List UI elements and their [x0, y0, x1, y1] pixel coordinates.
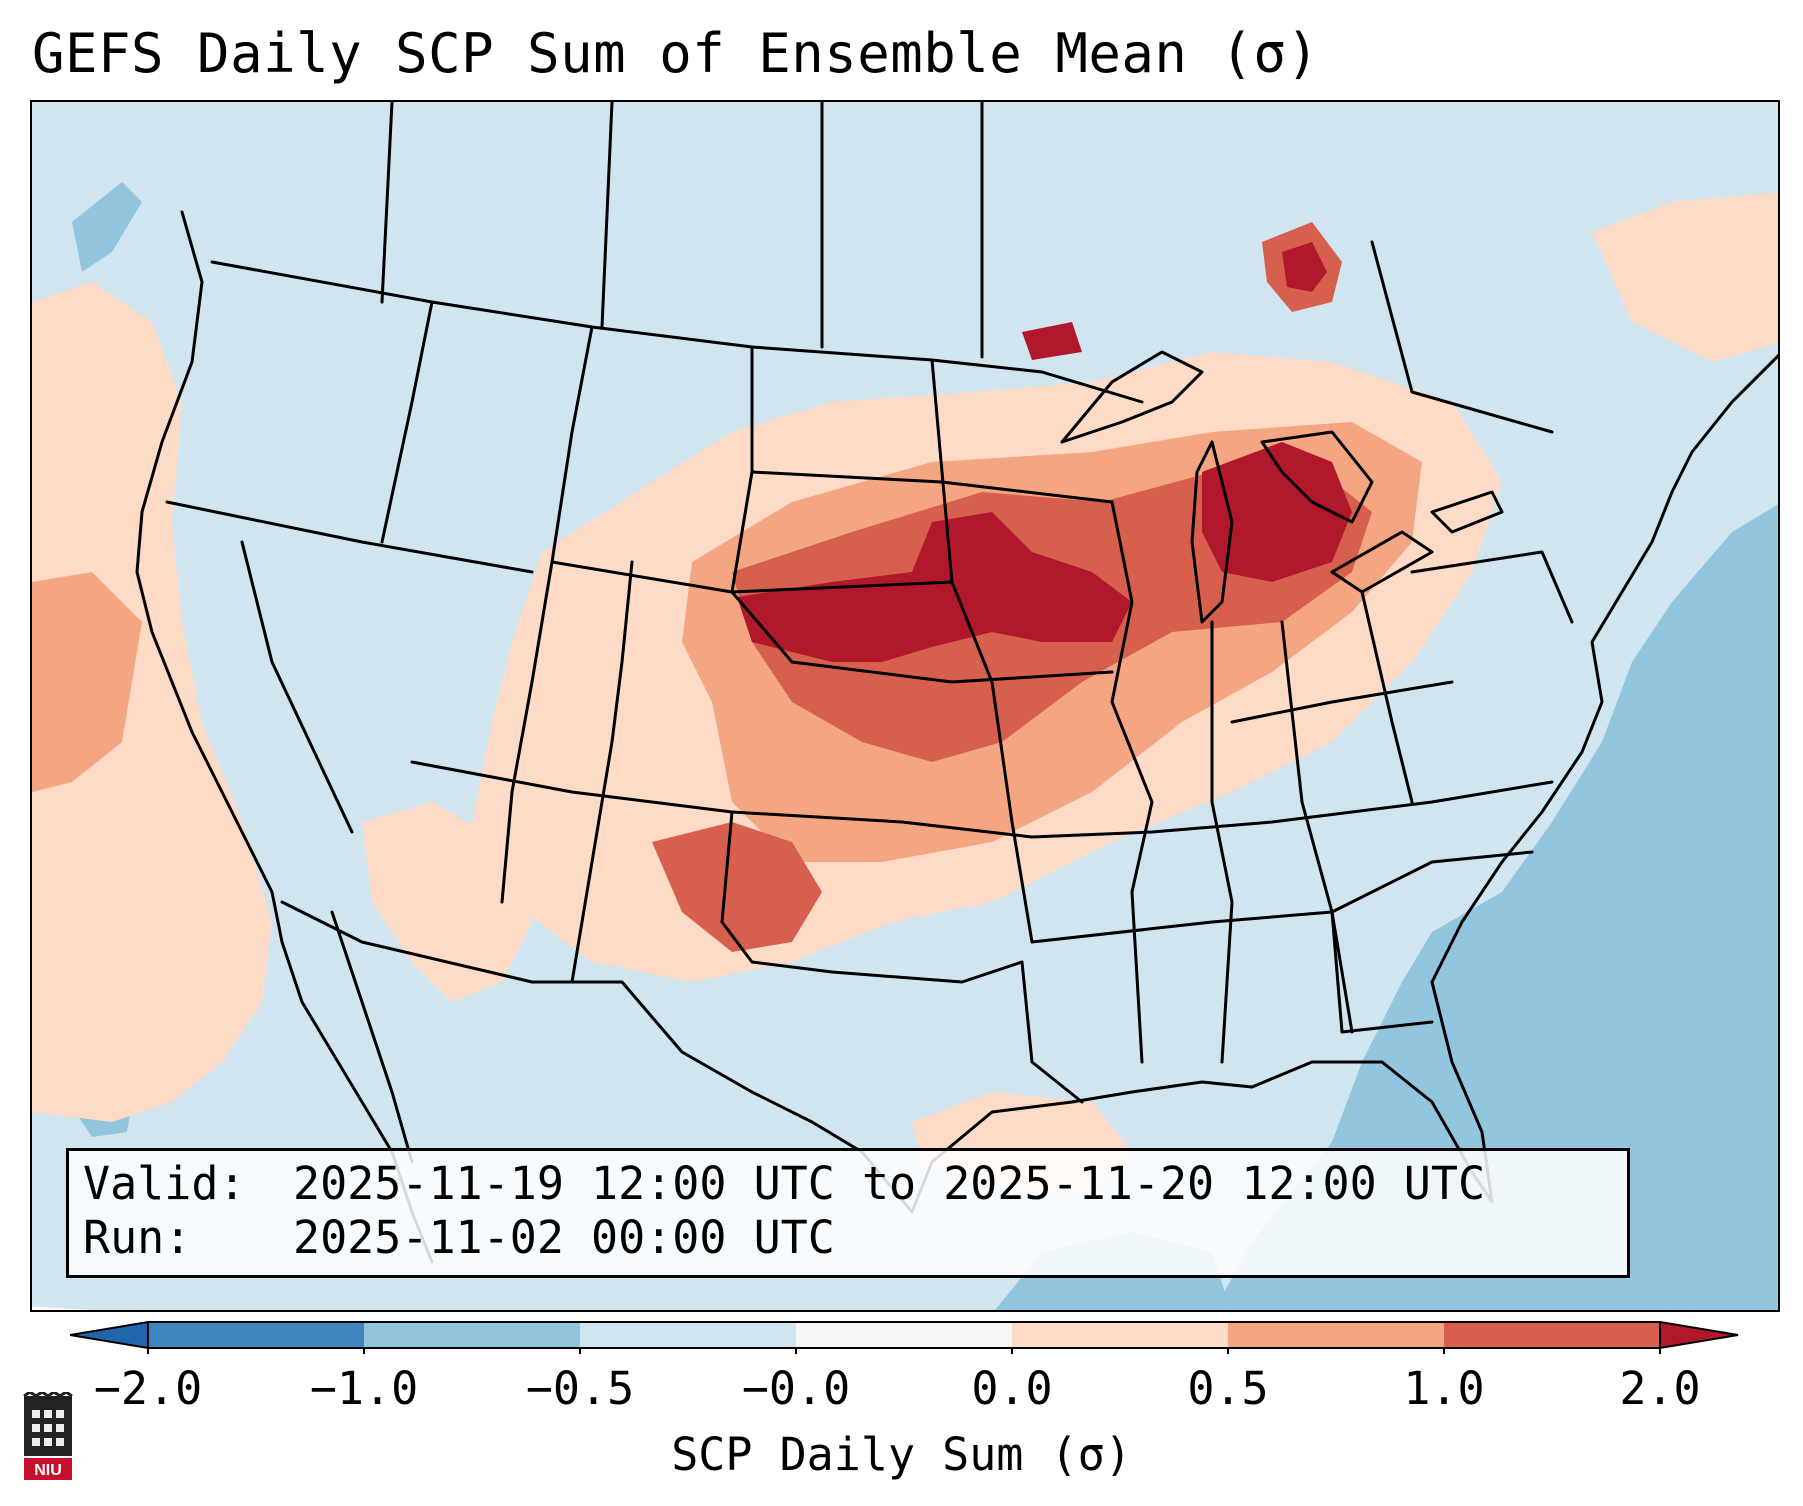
logo-banner — [24, 1458, 72, 1480]
northeast-canada-positive-patch — [1592, 192, 1778, 362]
colorbar-under-extension — [70, 1320, 149, 1350]
colorbar-tick-label: 0.0 — [971, 1362, 1053, 1415]
ontario-extreme-patch — [1282, 242, 1327, 292]
colorbar-tick-label: 2.0 — [1619, 1362, 1701, 1415]
canada-negative-patch — [72, 182, 142, 272]
great-lakes-erie — [1330, 530, 1434, 594]
chart-title: GEFS Daily SCP Sum of Ensemble Mean (σ) — [32, 22, 1320, 85]
valid-value: 2025-11-19 12:00 UTC to 2025-11-20 12:00… — [293, 1157, 1486, 1210]
state-line-1 — [165, 500, 534, 574]
colorbar-segment — [1444, 1322, 1660, 1348]
central-us-extreme-region — [737, 512, 1132, 662]
colorbar-segment — [1228, 1322, 1444, 1348]
colorbar-tick-label: 1.0 — [1403, 1362, 1485, 1415]
colorbar-tick-label: −0.0 — [741, 1362, 851, 1415]
great-lakes-ontario — [1430, 490, 1504, 534]
atlantic-negative-region — [1212, 502, 1778, 1310]
west-coastline — [135, 210, 434, 1264]
logo-text: NIU — [34, 1462, 62, 1479]
canada-province-line-1 — [380, 102, 394, 304]
southwest-positive-patch — [362, 802, 532, 1002]
colorbar-label: SCP Daily Sum (σ) — [671, 1428, 1132, 1481]
canada-province-line-5 — [1370, 240, 1554, 434]
colorbar-outline — [147, 1321, 1661, 1349]
oklahoma-strong-patch — [652, 822, 822, 952]
great-lakes-huron — [1260, 430, 1374, 524]
state-line-23 — [1020, 960, 1084, 1104]
state-line-2 — [380, 300, 434, 544]
state-line-8 — [750, 470, 1114, 504]
manitoba-extreme-patch — [1022, 322, 1082, 360]
run-row: Run: 2025-11-02 00:00 UTC — [83, 1211, 1613, 1265]
colorbar-segment — [364, 1322, 580, 1348]
state-line-5 — [550, 560, 1114, 684]
west-coast-positive-region — [32, 282, 272, 1122]
state-line-12 — [1110, 500, 1154, 1064]
state-line-22 — [240, 540, 354, 834]
colorbar-segment — [580, 1322, 796, 1348]
state-line-17 — [1230, 680, 1454, 724]
state-line-9 — [730, 580, 954, 594]
state-line-15 — [1360, 590, 1414, 804]
baja-peninsula — [330, 910, 414, 1164]
great-lakes-extreme-region — [1202, 442, 1352, 582]
great-lakes-michigan — [1190, 440, 1234, 624]
us-mexico-border — [280, 900, 914, 1214]
colorbar-tick-label: −0.5 — [525, 1362, 635, 1415]
state-line-18 — [570, 560, 634, 984]
colorbar-tick-label: −2.0 — [93, 1362, 203, 1415]
state-line-20 — [1330, 850, 1534, 914]
map-panel[interactable] — [30, 100, 1780, 1312]
state-line-7 — [930, 358, 1034, 944]
valid-time-box: Valid: 2025-11-19 12:00 UTC to 2025-11-2… — [66, 1148, 1630, 1278]
state-line-19 — [720, 810, 1024, 984]
run-label: Run: — [83, 1211, 192, 1264]
west-coast-moderate-region — [32, 572, 142, 792]
colorbar-tick-label: 0.5 — [1187, 1362, 1269, 1415]
colorbar-segment — [148, 1322, 364, 1348]
canada-province-line-2 — [600, 102, 614, 329]
colorbar-segment — [1012, 1322, 1228, 1348]
state-line-10 — [1030, 780, 1554, 839]
state-line-16 — [1410, 550, 1574, 624]
colorbar — [70, 1320, 1739, 1354]
state-line-13 — [1210, 620, 1234, 1064]
state-line-3 — [500, 325, 594, 904]
valid-label: Valid: — [83, 1157, 246, 1210]
state-line-14 — [1280, 620, 1354, 1034]
colorbar-over-extension — [1659, 1320, 1739, 1350]
run-value: 2025-11-02 00:00 UTC — [293, 1211, 835, 1264]
colorbar-segment — [796, 1322, 1012, 1348]
boundary-lines — [135, 102, 1778, 1264]
niu-logo-icon: NIU — [23, 1392, 73, 1480]
state-line-21 — [1330, 910, 1434, 1034]
scp-map — [32, 102, 1778, 1310]
valid-row: Valid: 2025-11-19 12:00 UTC to 2025-11-2… — [83, 1157, 1613, 1211]
great-lakes-superior — [1060, 350, 1204, 444]
state-line-11 — [1030, 910, 1334, 944]
east-coastline — [1430, 350, 1778, 984]
colorbar-tick-label: −1.0 — [309, 1362, 419, 1415]
